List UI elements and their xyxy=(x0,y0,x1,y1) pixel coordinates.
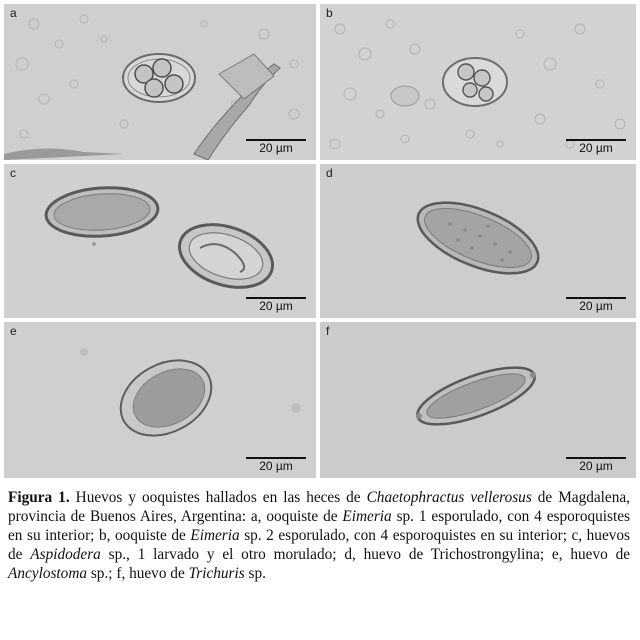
micrograph-panel-c: c 20 µm xyxy=(4,164,316,318)
caption-text: sp. xyxy=(244,565,266,582)
scale-bar-a: 20 µm xyxy=(246,139,306,154)
micrograph-e-image xyxy=(80,348,301,437)
scale-bar-line xyxy=(246,139,306,141)
scale-bar-line xyxy=(246,457,306,459)
caption-text: sp.; f, huevo de xyxy=(87,565,189,582)
figure-grid: a 20 µm b 20 µm xyxy=(4,4,636,478)
caption-figure-label: Figura 1. xyxy=(8,489,70,506)
caption-text: de Magdalena, provincia de Buenos Aires,… xyxy=(8,489,630,525)
scale-bar-text-d: 20 µm xyxy=(579,299,613,313)
micrograph-panel-a: a 20 µm xyxy=(4,4,316,160)
panel-label-e: e xyxy=(10,324,17,338)
panel-label-b: b xyxy=(326,6,333,20)
caption-text: Huevos y ooquistes hallados en las heces… xyxy=(69,489,367,506)
scale-bar-text-f: 20 µm xyxy=(579,459,613,473)
scale-bar-line xyxy=(566,457,626,459)
scale-bar-text-c: 20 µm xyxy=(259,299,293,313)
micrograph-panel-e: e 20 µm xyxy=(4,322,316,478)
panel-label-c: c xyxy=(10,166,16,180)
scale-bar-text-a: 20 µm xyxy=(259,141,293,155)
scale-bar-f: 20 µm xyxy=(566,457,626,472)
scale-bar-text-e: 20 µm xyxy=(259,459,293,473)
scale-bar-e: 20 µm xyxy=(246,457,306,472)
caption-genus-name: Aspidodera xyxy=(30,546,101,563)
micrograph-b-image xyxy=(329,19,626,150)
scale-bar-d: 20 µm xyxy=(566,297,626,312)
micrograph-a-image xyxy=(4,14,300,160)
panel-label-d: d xyxy=(326,166,333,180)
micrograph-panel-d: d 20 µm xyxy=(320,164,636,318)
panel-label-f: f xyxy=(326,324,330,338)
micrograph-panel-f: f 20 µm xyxy=(320,322,636,478)
micrograph-f-image xyxy=(416,366,536,426)
scale-bar-line xyxy=(566,297,626,299)
caption-text: sp. 1 esporulado, con 4 esporoquistes en… xyxy=(8,508,630,544)
caption-text: sp. 2 esporulado, con 4 esporoquistes en… xyxy=(8,527,630,563)
caption-text: sp., 1 larvado y el otro morulado; d, hu… xyxy=(100,546,631,563)
scale-bar-b: 20 µm xyxy=(566,139,626,154)
caption-genus-name: Eimeria xyxy=(342,508,392,525)
panel-label-a: a xyxy=(10,6,17,20)
caption-genus-name: Ancylostoma xyxy=(8,565,88,582)
micrograph-c-image xyxy=(44,186,275,289)
caption-genus-name: Eimeria xyxy=(190,527,240,544)
caption-species-name: Chaetophractus vellerosus xyxy=(366,489,532,506)
scale-bar-text-b: 20 µm xyxy=(579,141,613,155)
micrograph-d-image xyxy=(416,201,540,275)
figure-caption: Figura 1. Huevos y ooquistes hallados en… xyxy=(8,488,630,583)
scale-bar-c: 20 µm xyxy=(246,297,306,312)
scale-bar-line xyxy=(246,297,306,299)
scale-bar-line xyxy=(566,139,626,141)
micrograph-panel-b: b 20 µm xyxy=(320,4,636,160)
caption-genus-name: Trichuris xyxy=(188,565,245,582)
